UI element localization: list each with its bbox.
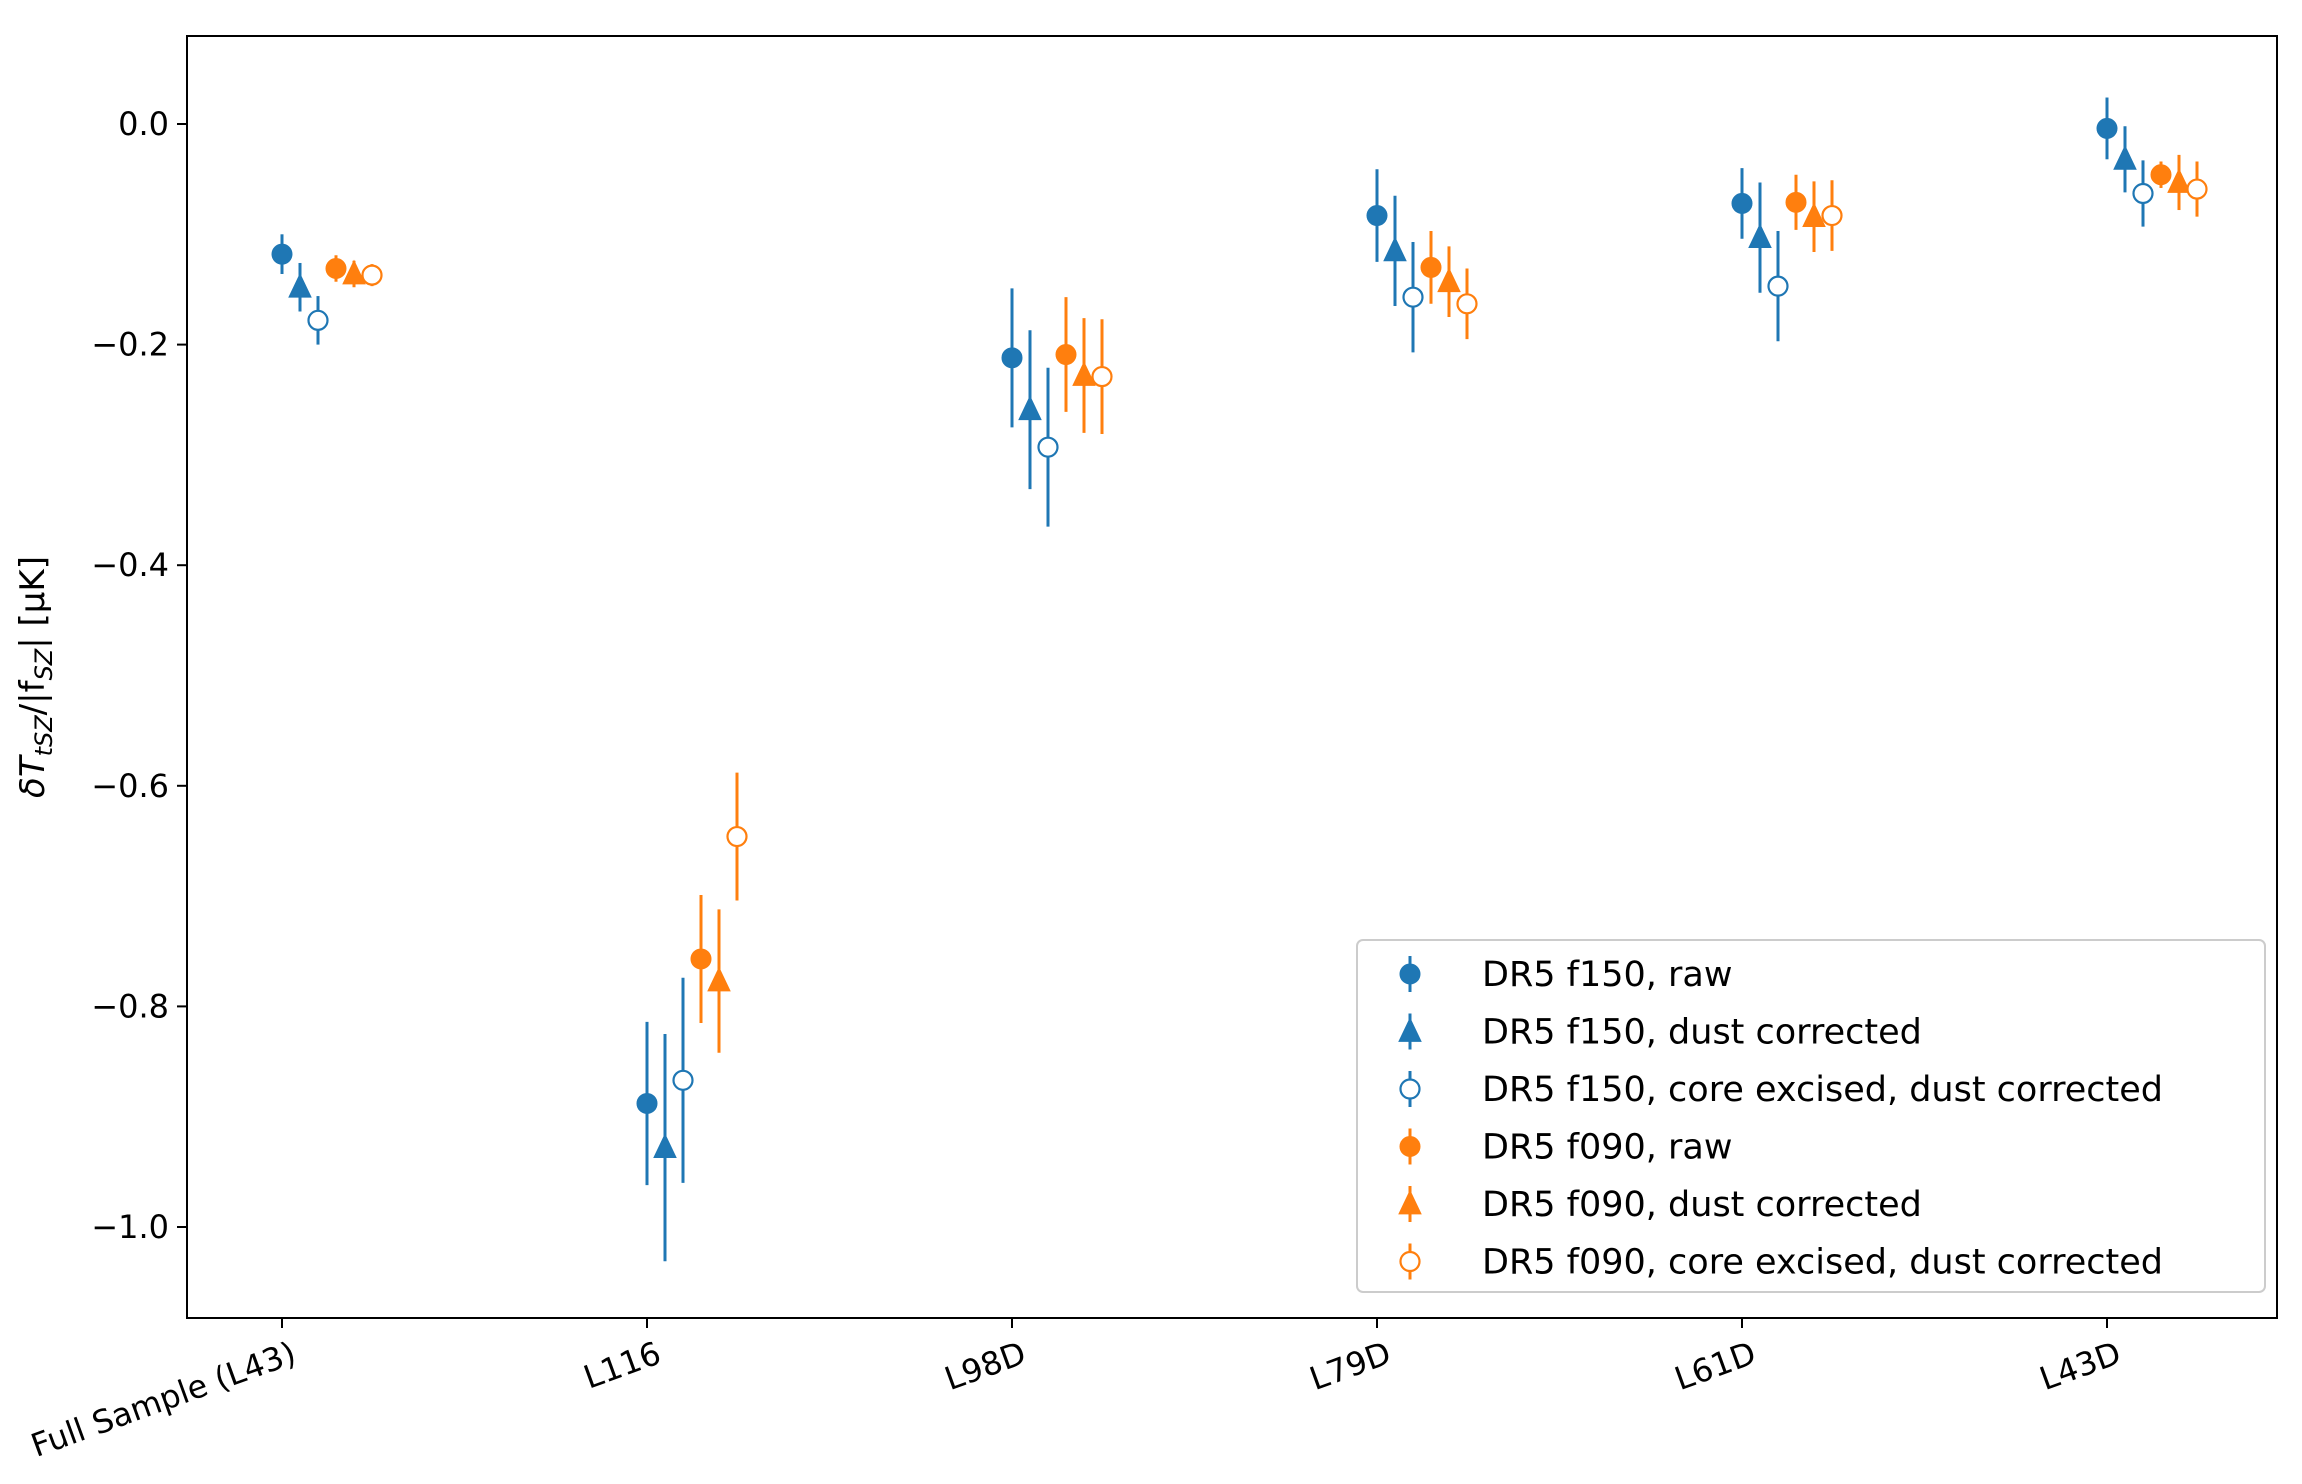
- data-point: [2186, 178, 2208, 200]
- series-6: [361, 161, 2208, 901]
- legend-item: DR5 f090, dust corrected: [1398, 1185, 1922, 1225]
- data-point: [1402, 286, 1424, 308]
- data-point: [653, 1133, 677, 1158]
- plot-frame: [186, 35, 2278, 1319]
- data-point: [636, 1092, 658, 1114]
- legend-marker: [1398, 1017, 1422, 1042]
- data-point: [2132, 182, 2154, 205]
- legend-item: DR5 f150, dust corrected: [1398, 1013, 1922, 1053]
- legend-label: DR5 f090, raw: [1482, 1128, 1733, 1168]
- data-point: [2096, 117, 2118, 139]
- legend-item: DR5 f090, raw: [1399, 1128, 1733, 1168]
- series-3: [307, 160, 2154, 1183]
- data-point: [1001, 347, 1023, 369]
- data-point: [1420, 256, 1442, 278]
- data-point: [1366, 205, 1388, 227]
- legend-item: DR5 f090, core excised, dust corrected: [1399, 1243, 2163, 1283]
- legend-label: DR5 f150, core excised, dust corrected: [1482, 1070, 2163, 1110]
- y-axis-title-subscript: tSZ: [30, 715, 58, 757]
- data-point: [1767, 275, 1789, 297]
- data-point: [2113, 144, 2137, 170]
- data-point: [1748, 223, 1772, 249]
- data-point: [1383, 236, 1407, 262]
- data-point: [2167, 168, 2191, 193]
- legend-item: DR5 f150, core excised, dust corrected: [1399, 1070, 2163, 1110]
- y-tick-label: −0.8: [91, 987, 169, 1025]
- data-point: [307, 309, 329, 331]
- legend-box: [1356, 939, 2266, 1293]
- data-point: [1091, 365, 1113, 388]
- data-point: [672, 1069, 694, 1091]
- y-axis-title-subscript: SZ: [30, 648, 58, 680]
- data-point: [342, 259, 366, 285]
- y-tick-label: −1.0: [91, 1208, 169, 1246]
- data-point: [1456, 293, 1478, 315]
- legend: DR5 f150, raw DR5 f150, dust corrected DR5…: [1356, 939, 2266, 1293]
- legend-marker: [1399, 1078, 1421, 1100]
- data-point: [325, 257, 347, 279]
- y-tick-label: −0.2: [91, 326, 169, 364]
- legend-marker: [1399, 1136, 1421, 1157]
- legend-item: DR5 f150, raw: [1399, 955, 1733, 995]
- legend-marker: [1399, 1250, 1421, 1273]
- y-axis-title: δTtSZ/|fSZ| [μK]: [13, 556, 58, 798]
- legend-label: DR5 f090, dust corrected: [1482, 1185, 1922, 1225]
- series-2: [288, 126, 2137, 1262]
- y-axis-title-part: | [μK]: [13, 556, 53, 649]
- legend-label: DR5 f090, core excised, dust corrected: [1482, 1243, 2163, 1283]
- data-point: [1821, 204, 1843, 227]
- series-layer: [271, 97, 2208, 1262]
- data-point: [2150, 164, 2172, 186]
- data-point: [726, 825, 748, 848]
- data-point: [690, 948, 712, 970]
- legend-label: DR5 f150, raw: [1482, 955, 1733, 995]
- series-4: [325, 161, 2172, 1023]
- data-point: [1437, 267, 1461, 293]
- data-point: [271, 243, 293, 265]
- data-point: [1055, 344, 1077, 366]
- data-point: [1785, 191, 1807, 213]
- y-tick-label: −0.4: [91, 546, 169, 584]
- data-point: [1072, 361, 1096, 386]
- series-1: [271, 97, 2118, 1186]
- data-point: [1731, 192, 1753, 214]
- data-point: [1018, 395, 1042, 421]
- data-point: [1037, 436, 1059, 458]
- legend-marker: [1398, 1189, 1422, 1215]
- y-axis-title-part: δT: [13, 754, 53, 798]
- legend-label: DR5 f150, dust corrected: [1482, 1013, 1922, 1053]
- y-tick-label: −0.6: [91, 767, 169, 805]
- y-axis-ticks: 0.0 −0.2 −0.4 −0.6 −0.8 −1.0: [91, 105, 187, 1246]
- legend-marker: [1399, 963, 1421, 985]
- y-tick-label: 0.0: [118, 105, 169, 143]
- series-5: [342, 154, 2191, 1053]
- y-axis-title-part: /|f: [13, 679, 53, 715]
- data-point: [707, 966, 731, 992]
- data-point: [1802, 202, 1826, 228]
- data-point: [361, 264, 383, 286]
- y-axis-label: δTtSZ/|fSZ| [μK]: [13, 556, 58, 798]
- data-point: [288, 272, 312, 298]
